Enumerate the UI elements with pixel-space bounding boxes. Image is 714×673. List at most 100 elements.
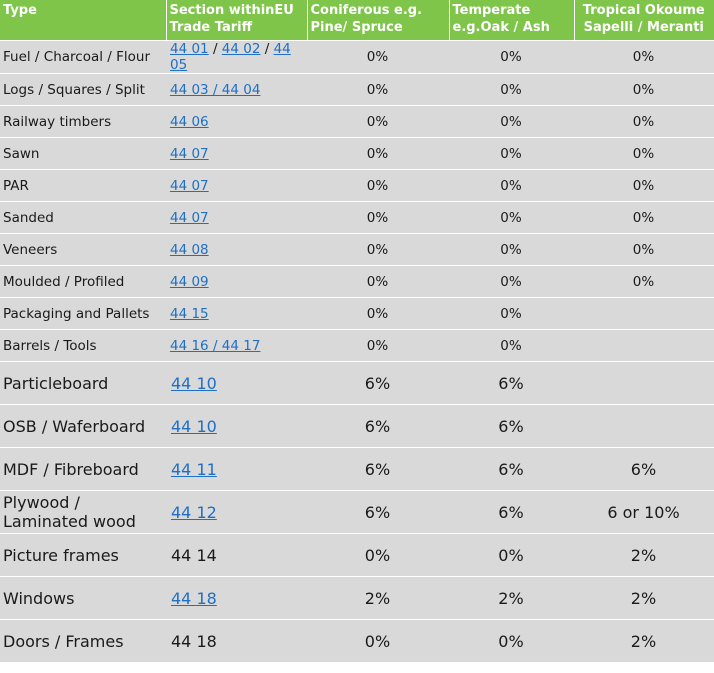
- cell-tropical: [574, 297, 714, 330]
- cell-coniferous: 0%: [307, 105, 449, 138]
- header-row: Type Section withinEU Trade Tariff Conif…: [0, 0, 714, 41]
- cell-section[interactable]: 44 12: [166, 490, 307, 534]
- cell-tropical: 0%: [574, 233, 714, 266]
- table-row: MDF / Fibreboard 44 11 6% 6% 6%: [0, 447, 714, 491]
- cell-type: Veneers: [0, 233, 166, 266]
- tariff-code-link[interactable]: 44 16 / 44 17: [170, 337, 261, 354]
- tariff-code-link[interactable]: 44 02: [221, 41, 261, 57]
- table-header: Type Section withinEU Trade Tariff Conif…: [0, 0, 714, 41]
- tariff-code-link[interactable]: 44 11: [171, 459, 217, 479]
- header-type: Type: [0, 0, 167, 41]
- tariff-code-link[interactable]: 44 05: [170, 41, 291, 73]
- table-row: Moulded / Profiled 44 09 0% 0% 0%: [0, 265, 714, 298]
- tariff-code-link[interactable]: 44 01: [170, 41, 209, 57]
- cell-coniferous: 0%: [307, 73, 449, 106]
- tariff-code: 44 18: [171, 631, 217, 651]
- cell-temperate: 6%: [449, 447, 574, 491]
- cell-section[interactable]: 44 03 / 44 04: [166, 73, 307, 106]
- cell-tropical: 0%: [574, 137, 714, 170]
- table-row: OSB / Waferboard 44 10 6% 6%: [0, 404, 714, 448]
- cell-type: Railway timbers: [0, 105, 166, 138]
- table-row: Veneers 44 08 0% 0% 0%: [0, 233, 714, 266]
- cell-tropical: [574, 404, 714, 448]
- cell-section[interactable]: 44 16 / 44 17: [166, 329, 307, 362]
- tariff-code-link[interactable]: 44 12: [171, 502, 217, 522]
- tariff-code-link[interactable]: 44 06: [170, 113, 209, 130]
- cell-type: PAR: [0, 169, 166, 202]
- table-row: PAR 44 07 0% 0% 0%: [0, 169, 714, 202]
- cell-section: 44 14: [166, 533, 307, 577]
- table-row: Windows 44 18 2% 2% 2%: [0, 576, 714, 620]
- cell-tropical: 0%: [574, 201, 714, 234]
- cell-coniferous: 0%: [307, 233, 449, 266]
- table-row: Particleboard 44 10 6% 6%: [0, 361, 714, 405]
- table-row: Plywood / Laminated wood 44 12 6% 6% 6 or 10…: [0, 490, 714, 534]
- cell-temperate: 0%: [449, 533, 574, 577]
- code-separator: /: [260, 41, 274, 57]
- cell-section[interactable]: 44 07: [166, 201, 307, 234]
- cell-temperate: 2%: [449, 576, 574, 620]
- cell-temperate: 0%: [449, 297, 574, 330]
- cell-temperate: 6%: [449, 361, 574, 405]
- header-coniferous: Coniferous e.g. Pine/ Spruce: [307, 0, 450, 41]
- cell-section[interactable]: 44 18: [166, 576, 307, 620]
- table-row: Doors / Frames 44 18 0% 0% 2%: [0, 619, 714, 663]
- table-body: Fuel / Charcoal / Flour 44 01 / 44 02 / 4…: [0, 40, 714, 663]
- cell-type: Windows: [0, 576, 166, 620]
- cell-type: Plywood / Laminated wood: [0, 490, 166, 534]
- cell-section[interactable]: 44 10: [166, 361, 307, 405]
- tariff-code-link[interactable]: 44 03 / 44 04: [170, 81, 261, 98]
- tariff-code: 44 14: [171, 545, 217, 565]
- tariff-code-link[interactable]: 44 18: [171, 588, 217, 608]
- cell-coniferous: 0%: [307, 297, 449, 330]
- cell-section: 44 18: [166, 619, 307, 663]
- cell-tropical: [574, 361, 714, 405]
- cell-temperate: 0%: [449, 169, 574, 202]
- cell-section[interactable]: 44 09: [166, 265, 307, 298]
- tariff-code-link[interactable]: 44 10: [171, 416, 217, 436]
- cell-tropical: 0%: [574, 169, 714, 202]
- tariff-code-link[interactable]: 44 07: [170, 145, 209, 162]
- cell-tropical: 2%: [574, 576, 714, 620]
- cell-temperate: 0%: [449, 105, 574, 138]
- cell-temperate: 6%: [449, 404, 574, 448]
- cell-section[interactable]: 44 08: [166, 233, 307, 266]
- cell-temperate: 0%: [449, 201, 574, 234]
- cell-type: Particleboard: [0, 361, 166, 405]
- cell-tropical: 2%: [574, 533, 714, 577]
- cell-type: OSB / Waferboard: [0, 404, 166, 448]
- cell-type: Sawn: [0, 137, 166, 170]
- tariff-code-link[interactable]: 44 15: [170, 305, 209, 322]
- tariff-code-link[interactable]: 44 10: [171, 373, 217, 393]
- cell-section[interactable]: 44 07: [166, 169, 307, 202]
- cell-section[interactable]: 44 15: [166, 297, 307, 330]
- table-row: Sawn 44 07 0% 0% 0%: [0, 137, 714, 170]
- header-temperate: Temperate e.g.Oak / Ash: [449, 0, 575, 41]
- cell-section[interactable]: 44 06: [166, 105, 307, 138]
- cell-type: Logs / Squares / Split: [0, 73, 166, 106]
- tariff-code-link[interactable]: 44 08: [170, 241, 209, 258]
- tariff-code-link[interactable]: 44 07: [170, 209, 209, 226]
- cell-type: Picture frames: [0, 533, 166, 577]
- table-row: Barrels / Tools 44 16 / 44 17 0% 0%: [0, 329, 714, 362]
- cell-coniferous: 0%: [307, 533, 449, 577]
- cell-section[interactable]: 44 10: [166, 404, 307, 448]
- cell-temperate: 6%: [449, 490, 574, 534]
- cell-section[interactable]: 44 01 / 44 02 / 44 05: [166, 40, 307, 74]
- cell-temperate: 0%: [449, 265, 574, 298]
- cell-section[interactable]: 44 11: [166, 447, 307, 491]
- cell-tropical: 0%: [574, 265, 714, 298]
- cell-type: Packaging and Pallets: [0, 297, 166, 330]
- cell-tropical: 0%: [574, 40, 714, 74]
- cell-type: Sanded: [0, 201, 166, 234]
- tariff-code-link[interactable]: 44 07: [170, 177, 209, 194]
- cell-section[interactable]: 44 07: [166, 137, 307, 170]
- cell-tropical: 2%: [574, 619, 714, 663]
- cell-coniferous: 6%: [307, 404, 449, 448]
- cell-coniferous: 6%: [307, 490, 449, 534]
- cell-type: Fuel / Charcoal / Flour: [0, 40, 166, 74]
- table-row: Packaging and Pallets 44 15 0% 0%: [0, 297, 714, 330]
- tariff-code-link[interactable]: 44 09: [170, 273, 209, 290]
- table-row: Sanded 44 07 0% 0% 0%: [0, 201, 714, 234]
- cell-type: Moulded / Profiled: [0, 265, 166, 298]
